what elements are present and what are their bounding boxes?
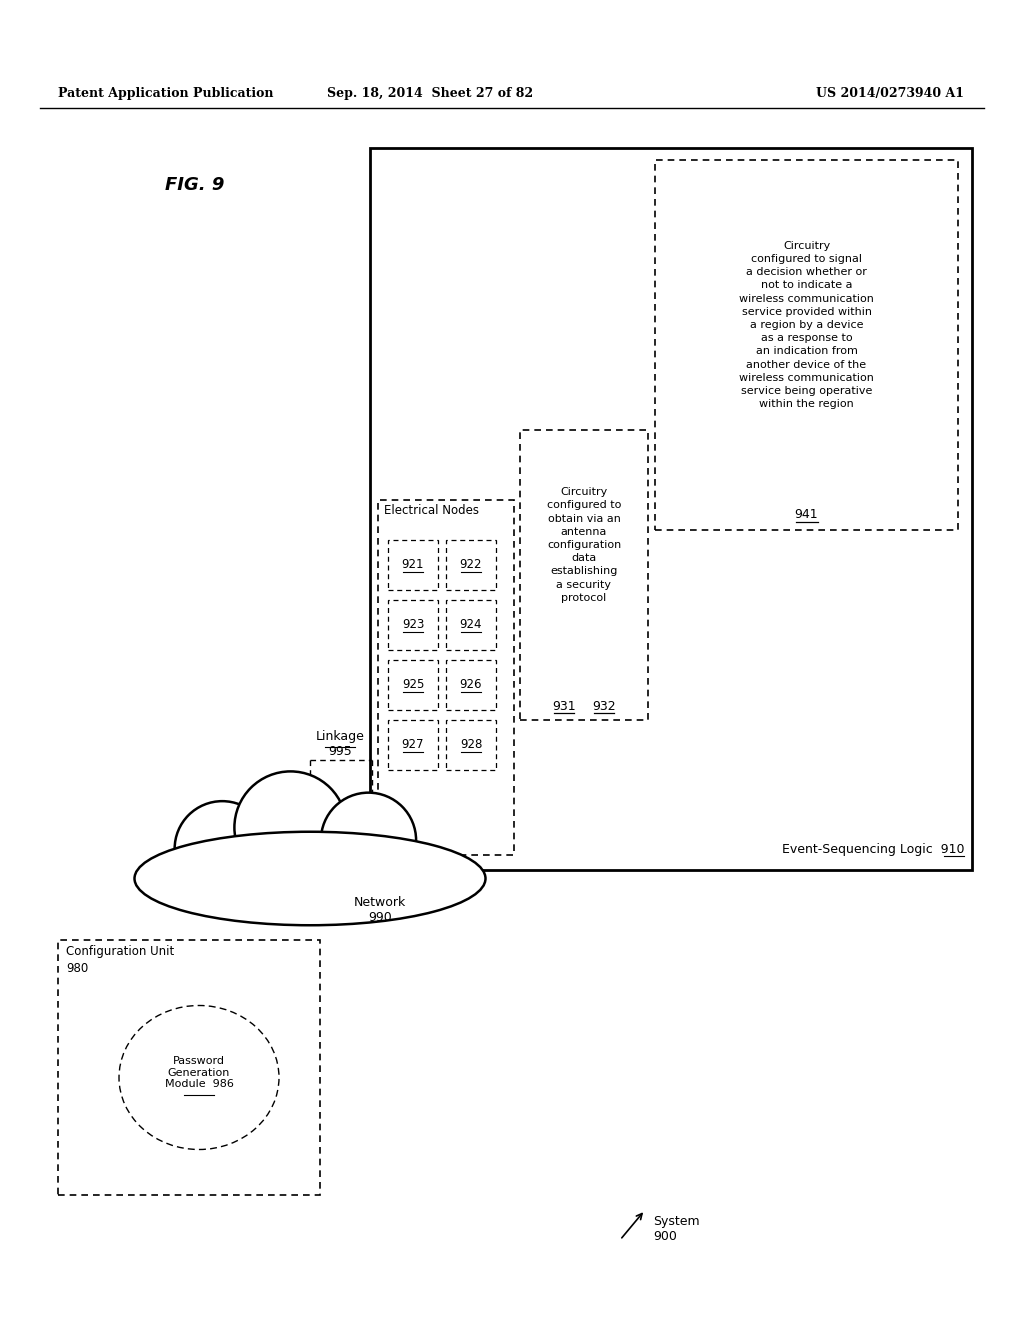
Text: 928: 928 [460,738,482,751]
Text: FIG. 9: FIG. 9 [165,176,224,194]
Text: System
900: System 900 [653,1214,699,1243]
Text: 923: 923 [401,619,424,631]
Bar [388,601,438,649]
Bar [446,601,496,649]
Ellipse shape [119,1006,279,1150]
Text: Event-Sequencing Logic  910: Event-Sequencing Logic 910 [781,843,964,855]
Text: Linkage
995: Linkage 995 [315,730,365,758]
Bar [58,940,319,1195]
Bar [388,660,438,710]
Ellipse shape [234,771,346,883]
Bar [378,500,514,855]
Bar [520,430,648,719]
Text: Circuitry
configured to
obtain via an
antenna
configuration
data
establishing
a : Circuitry configured to obtain via an an… [547,487,622,603]
Text: 980: 980 [66,962,88,975]
Text: Configuration Unit: Configuration Unit [66,945,174,958]
Text: 926: 926 [460,678,482,692]
Text: 922: 922 [460,558,482,572]
Text: Password
Generation
Module  986: Password Generation Module 986 [165,1056,233,1089]
Text: Patent Application Publication: Patent Application Publication [58,87,273,99]
Bar [446,540,496,590]
Ellipse shape [321,792,416,888]
Text: 941: 941 [795,508,818,521]
Text: 927: 927 [401,738,424,751]
Ellipse shape [175,801,270,896]
Text: 925: 925 [401,678,424,692]
Text: Network
990: Network 990 [354,896,407,924]
Text: Circuitry
configured to signal
a decision whether or
not to indicate a
wireless : Circuitry configured to signal a decisio… [739,240,873,409]
Text: 921: 921 [401,558,424,572]
Bar [655,160,958,531]
Text: Sep. 18, 2014  Sheet 27 of 82: Sep. 18, 2014 Sheet 27 of 82 [327,87,534,99]
Ellipse shape [134,832,485,925]
Text: 924: 924 [460,619,482,631]
Bar [370,148,972,870]
Text: 931: 931 [552,700,575,713]
Text: 932: 932 [592,700,615,713]
Text: US 2014/0273940 A1: US 2014/0273940 A1 [816,87,964,99]
Bar [446,719,496,770]
Bar [446,660,496,710]
Bar [388,719,438,770]
Text: Electrical Nodes: Electrical Nodes [384,504,479,517]
Bar [388,540,438,590]
